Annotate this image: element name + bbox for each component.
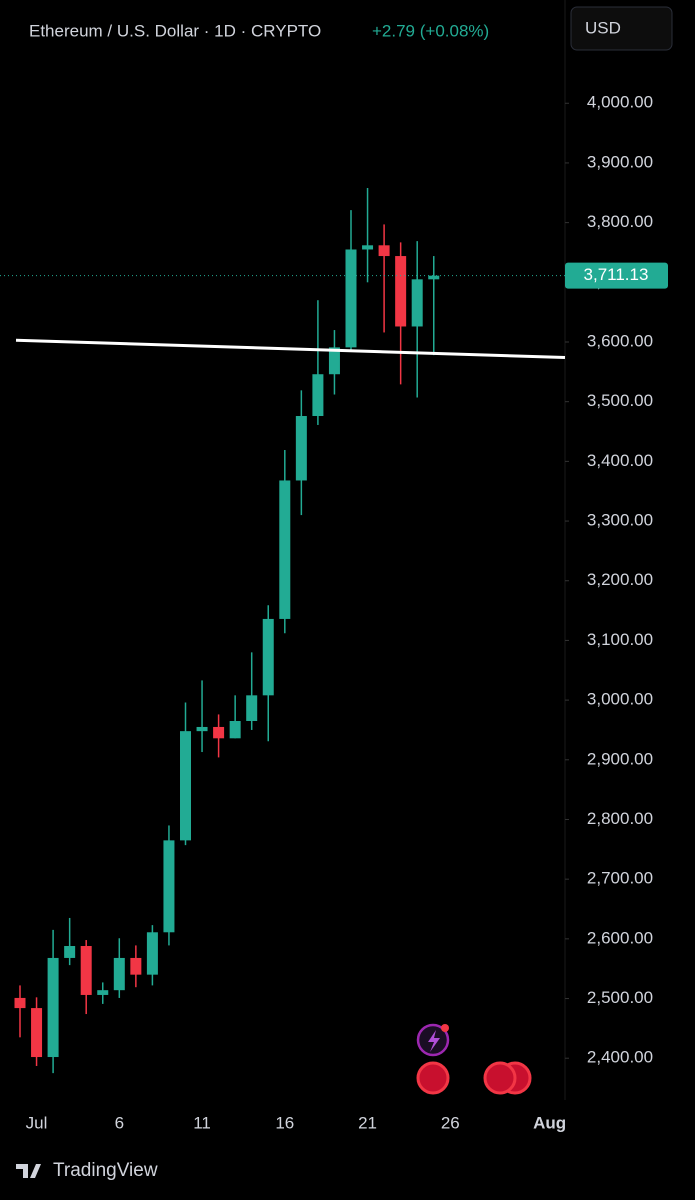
candle-body: [196, 726, 208, 732]
y-tick-label: 2,600.00: [587, 928, 653, 947]
x-tick-label: 16: [275, 1113, 294, 1132]
candle-body: [279, 480, 291, 619]
chart-title: Ethereum / U.S. Dollar · 1D · CRYPTO: [29, 21, 321, 40]
candle-body: [362, 245, 374, 250]
y-tick-label: 4,000.00: [587, 93, 653, 112]
event-icons[interactable]: [416, 1023, 532, 1095]
y-tick-label: 3,300.00: [587, 511, 653, 530]
y-tick-label: 3,200.00: [587, 570, 653, 589]
event-flag[interactable]: [416, 1061, 450, 1095]
y-tick-label: 2,700.00: [587, 869, 653, 888]
y-tick-label: 2,500.00: [587, 988, 653, 1007]
currency-button[interactable]: [570, 6, 673, 51]
candle-body: [113, 957, 125, 991]
currency-label[interactable]: USD: [585, 18, 621, 37]
candle-body: [213, 726, 225, 739]
candle-body: [395, 256, 407, 327]
candle-body: [180, 731, 191, 841]
brand-logo[interactable]: TradingView: [16, 1160, 158, 1181]
y-tick-label: 3,400.00: [587, 451, 653, 470]
candle-body: [163, 840, 175, 933]
y-tick-label: 3,800.00: [587, 212, 653, 231]
x-tick-label: 6: [115, 1113, 124, 1132]
x-tick-label: 11: [193, 1113, 211, 1132]
event-dot: [441, 1024, 449, 1032]
candle-body: [47, 957, 59, 1058]
y-tick-label: 2,800.00: [587, 809, 653, 828]
x-tick-label: 26: [441, 1113, 460, 1132]
candle-body: [378, 245, 390, 257]
x-tick-label: 21: [358, 1113, 377, 1132]
candle-body: [246, 695, 258, 721]
y-tick-label: 3,000.00: [587, 690, 653, 709]
logo-mark: [16, 1164, 41, 1178]
candle-body: [14, 997, 26, 1009]
y-tick-label: 3,100.00: [587, 630, 653, 649]
brand-name[interactable]: TradingView: [53, 1160, 158, 1181]
candle-body: [345, 249, 357, 348]
trend-line[interactable]: [15, 338, 566, 360]
candle-body: [229, 720, 241, 739]
last-price-label: 3,711.13: [584, 265, 649, 284]
y-tick-label: 3,900.00: [587, 152, 653, 171]
y-tick-label: 3,600.00: [587, 331, 653, 350]
price-change[interactable]: +2.79 (+0.08%): [372, 21, 489, 40]
last-price-box: [565, 262, 668, 289]
candle-body: [146, 932, 158, 975]
candle-body: [295, 416, 307, 481]
y-tick-label: 3,500.00: [587, 391, 653, 410]
candle-body: [31, 1008, 43, 1058]
event-flag[interactable]: [483, 1061, 517, 1095]
x-tick-label: Aug: [533, 1113, 566, 1132]
candle-body: [262, 618, 274, 696]
candle-body: [328, 347, 340, 375]
y-tick-label: 2,900.00: [587, 749, 653, 768]
candle-body: [97, 990, 109, 995]
candle-body: [312, 374, 324, 417]
y-tick-label: 2,400.00: [587, 1048, 653, 1067]
candle-body: [80, 946, 92, 995]
event-bolt: [428, 1030, 440, 1052]
candle-body: [130, 957, 142, 975]
candle-body: [428, 275, 440, 280]
candle-body: [64, 946, 76, 958]
candle-body: [411, 279, 423, 327]
x-tick-label: Jul: [26, 1113, 48, 1132]
